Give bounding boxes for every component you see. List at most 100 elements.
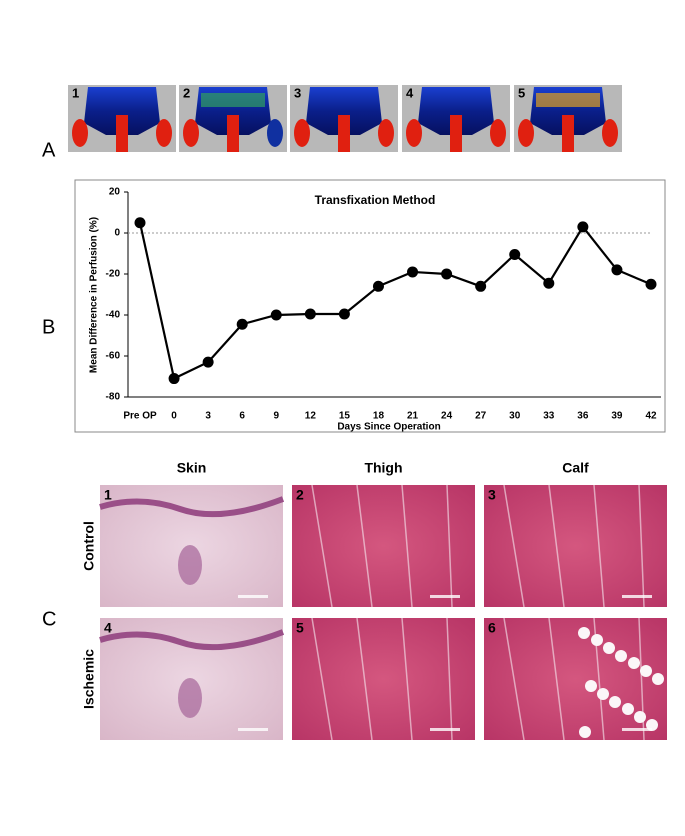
data-point: [202, 356, 214, 368]
y-tick-label: -80: [106, 392, 121, 403]
fat-cell: [579, 726, 591, 738]
epidermis: [99, 629, 285, 651]
fat-cell: [585, 680, 597, 692]
panel-label: B: [42, 316, 55, 338]
fat-cell: [634, 711, 646, 723]
chart-frame: [74, 179, 666, 433]
panel-label: A: [42, 139, 56, 161]
data-point: [407, 266, 419, 278]
scale-bar: [430, 595, 460, 598]
row-header: Control: [81, 521, 97, 571]
body: [84, 87, 160, 135]
image-number: 1: [104, 487, 112, 503]
chart-title: Transfixation Method: [315, 193, 436, 207]
fiber-gap: [446, 484, 453, 608]
data-point: [543, 277, 555, 289]
fat-cell: [615, 650, 627, 662]
epidermis: [99, 496, 285, 518]
fiber-gap: [548, 617, 565, 741]
image-number: 1: [72, 85, 79, 100]
fiber-gap: [401, 484, 413, 608]
paw: [294, 119, 310, 147]
data-point: [134, 217, 146, 229]
image-number: 5: [518, 85, 525, 100]
x-tick-label: 9: [273, 411, 279, 422]
column-header: Thigh: [364, 460, 402, 476]
paw: [267, 119, 283, 147]
paw: [518, 119, 534, 147]
paw: [378, 119, 394, 147]
fat-cell: [622, 703, 634, 715]
data-point: [338, 308, 350, 320]
fiber-gap: [446, 617, 453, 741]
x-tick-label: 18: [373, 411, 385, 422]
data-point: [611, 264, 623, 276]
follicle: [178, 678, 202, 718]
paw: [156, 119, 172, 147]
x-axis-label: Days Since Operation: [337, 422, 440, 433]
fiber-gap: [401, 617, 413, 741]
histology-image: 6: [484, 617, 667, 741]
fiber-gap: [548, 484, 565, 608]
x-tick-label: 12: [305, 411, 317, 422]
data-point: [236, 318, 248, 330]
fat-cell: [591, 634, 603, 646]
y-tick-label: -60: [106, 351, 121, 362]
y-tick-label: 0: [114, 228, 120, 239]
histology-image: 3: [484, 484, 667, 608]
perfusion-image: 3: [290, 85, 398, 152]
image-number: 4: [406, 85, 414, 100]
histology-image: 4: [99, 618, 285, 740]
x-tick-label: 27: [475, 411, 487, 422]
fiber-gap: [503, 617, 525, 741]
histology-image: 2: [292, 484, 475, 608]
fiber-gap: [311, 484, 333, 608]
y-tick-label: 20: [109, 187, 121, 198]
fiber-gap: [356, 484, 373, 608]
panel-label: C: [42, 608, 56, 630]
y-tick-label: -40: [106, 310, 121, 321]
image-number: 5: [296, 620, 304, 636]
fat-cell: [640, 665, 652, 677]
data-point: [475, 280, 487, 292]
data-point: [645, 278, 657, 290]
data-point: [441, 268, 453, 280]
column-header: Calf: [562, 460, 589, 476]
histology-image: 5: [292, 617, 475, 741]
tail: [116, 115, 128, 152]
paw: [406, 119, 422, 147]
hot-spots: [536, 93, 600, 107]
fat-cell: [628, 657, 640, 669]
perfusion-image: 1: [68, 85, 176, 152]
scale-bar: [622, 728, 652, 731]
paw: [602, 119, 618, 147]
fat-cell: [652, 673, 664, 685]
x-tick-label: 24: [441, 411, 453, 422]
y-tick-label: -20: [106, 269, 121, 280]
fat-cell: [603, 642, 615, 654]
data-point: [168, 373, 180, 385]
paw: [72, 119, 88, 147]
tail: [227, 115, 239, 152]
image-number: 3: [488, 487, 496, 503]
follicle: [178, 545, 202, 585]
perfusion-image: 2: [179, 85, 287, 152]
x-tick-label: 21: [407, 411, 419, 422]
scale-bar: [238, 728, 268, 731]
fiber-gap: [593, 484, 605, 608]
x-tick-label: 33: [543, 411, 555, 422]
image-number: 6: [488, 620, 496, 636]
paw: [490, 119, 506, 147]
scale-bar: [430, 728, 460, 731]
row-header: Ischemic: [81, 649, 97, 709]
data-point: [577, 221, 589, 233]
x-tick-label: 36: [577, 411, 589, 422]
tail: [338, 115, 350, 152]
fiber-gap: [503, 484, 525, 608]
image-number: 2: [296, 487, 304, 503]
image-number: 3: [294, 85, 301, 100]
scale-bar: [622, 595, 652, 598]
x-tick-label: 0: [171, 411, 177, 422]
fiber-gap: [638, 484, 645, 608]
